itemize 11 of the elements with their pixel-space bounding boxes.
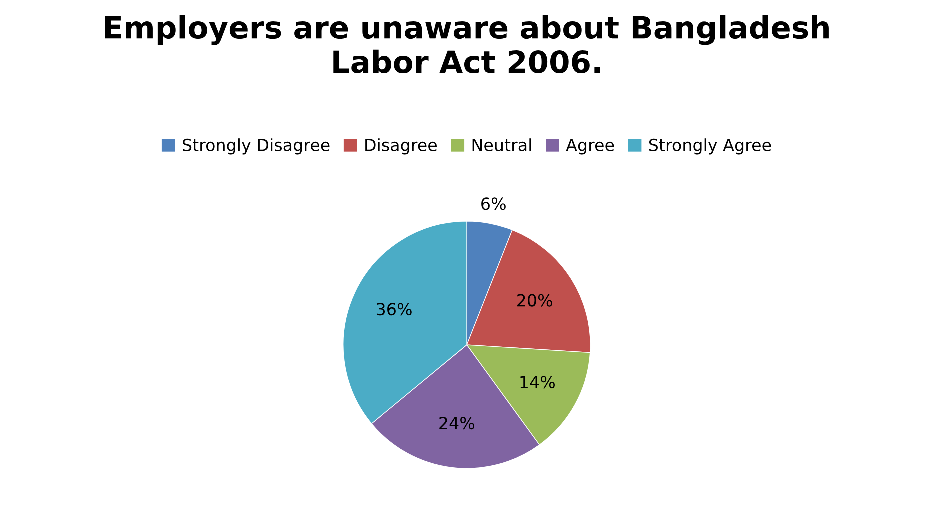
data-label: 24%	[440, 416, 475, 430]
legend-label: Neutral	[472, 138, 532, 152]
legend-label: Disagree	[366, 138, 437, 155]
legend-label: Strongly Disagree	[183, 138, 330, 155]
legend-label: Strongly Agree	[649, 138, 772, 155]
data-label: 6%	[482, 198, 506, 210]
data-label: 14%	[520, 376, 556, 389]
data-label: 20%	[518, 294, 552, 307]
chart-title: Employers are unaware about Bangladesh Labor Act 2006.	[105, 15, 829, 74]
legend-label: Agree	[566, 139, 614, 155]
data-label: 36%	[377, 303, 412, 316]
